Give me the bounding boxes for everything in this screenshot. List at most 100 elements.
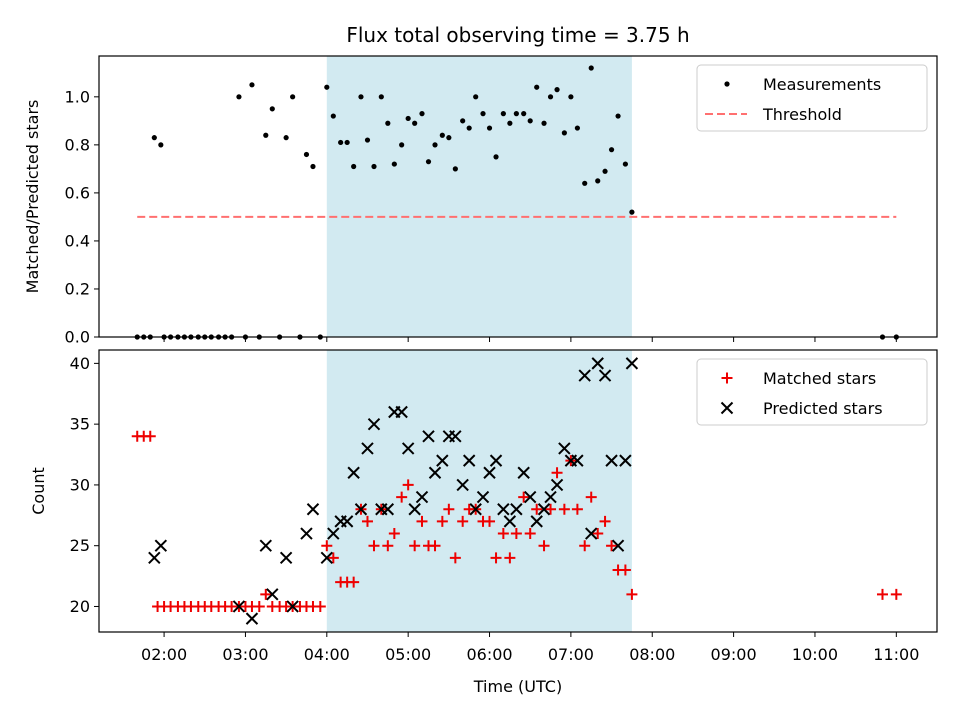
measurements-point xyxy=(405,115,411,122)
predicted-stars-point xyxy=(361,442,374,455)
measurements-point xyxy=(521,111,527,117)
measurements-point xyxy=(151,135,157,141)
matched-stars-point xyxy=(585,491,597,503)
predicted-stars-point xyxy=(611,539,625,552)
measurements-point xyxy=(324,84,330,90)
measurements-point xyxy=(547,94,554,100)
measurements-point xyxy=(622,161,628,167)
measurements-point xyxy=(493,154,499,160)
predicted-stars-point xyxy=(469,503,482,516)
matched-stars-point xyxy=(361,515,373,527)
matched-stars-point xyxy=(510,528,522,540)
matched-stars-point xyxy=(890,588,902,600)
matched-stars-point xyxy=(457,515,469,527)
legend-label: Measurements xyxy=(763,75,881,94)
predicted-stars-point xyxy=(476,490,490,504)
y-axis-label: Count xyxy=(29,467,48,515)
legend-marker xyxy=(720,401,734,415)
measurements-point xyxy=(554,87,560,93)
matched-stars-point xyxy=(504,552,516,564)
matched-stars-point xyxy=(484,515,496,527)
predicted-stars-point xyxy=(354,503,368,516)
predicted-stars-point xyxy=(381,503,395,516)
y-tick-label: 20 xyxy=(70,597,90,616)
predicted-stars-point xyxy=(259,539,272,552)
predicted-stars-point xyxy=(415,490,429,504)
predicted-stars-point xyxy=(395,405,408,419)
measurements-point xyxy=(303,151,310,158)
matched-stars-point xyxy=(606,540,618,552)
ratio-panel: 0.0 0.2 0.4 0.6 0.8 1.0 Matched/Predicted star… xyxy=(23,55,938,347)
matched-stars-point xyxy=(416,515,428,527)
matched-stars-point xyxy=(449,552,461,564)
y-tick-label: 35 xyxy=(70,415,90,434)
measurements-point xyxy=(561,130,567,136)
predicted-stars-point xyxy=(340,515,354,528)
predicted-stars-point xyxy=(148,551,161,565)
matched-stars-point xyxy=(599,515,611,527)
matched-stars-point xyxy=(490,552,502,564)
predicted-stars-point xyxy=(408,503,421,516)
matched-stars-point xyxy=(876,588,888,600)
matched-stars-point xyxy=(558,503,570,515)
measurements-point xyxy=(236,94,242,100)
predicted-stars-point xyxy=(530,515,543,528)
matched-stars-point xyxy=(571,503,583,515)
matched-stars-point xyxy=(619,564,631,576)
observing-span-shade xyxy=(326,56,632,337)
measurements-point xyxy=(269,106,275,112)
predicted-stars-point xyxy=(625,357,639,370)
matched-stars-point xyxy=(497,528,509,540)
matched-stars-point xyxy=(314,600,326,612)
measurements-point xyxy=(263,132,269,138)
predicted-stars-point xyxy=(544,490,557,504)
measurements-point xyxy=(527,118,533,124)
legend-label: Predicted stars xyxy=(763,399,883,418)
chart-title: Flux total observing time = 3.75 h xyxy=(346,23,689,47)
measurements-point xyxy=(330,113,336,119)
matched-stars-point xyxy=(436,515,448,527)
matched-stars-point xyxy=(144,430,156,442)
matched-stars-point xyxy=(260,588,272,600)
predicted-stars-point xyxy=(598,369,612,382)
matched-stars-point xyxy=(579,540,591,552)
predicted-stars-point xyxy=(436,454,449,467)
matched-stars-point xyxy=(396,491,408,503)
matched-stars-point xyxy=(253,600,265,612)
predicted-stars-point xyxy=(320,551,334,565)
measurements-point xyxy=(364,137,371,143)
predicted-stars-point xyxy=(279,551,293,565)
measurements-point xyxy=(486,125,493,131)
predicted-stars-point xyxy=(367,417,381,431)
predicted-stars-point xyxy=(571,454,584,467)
count-panel: 20 25 30 35 40 02:00 03:00 04:00 05:00 06:00 07:00… xyxy=(29,349,938,664)
measurements-point xyxy=(500,111,506,117)
matched-stars-point xyxy=(443,503,455,515)
matched-stars-point xyxy=(402,479,414,491)
x-tick-label: 09:00 xyxy=(711,645,757,664)
y-axis-label: Matched/Predicted stars xyxy=(23,100,42,294)
measurements-point xyxy=(507,120,513,126)
predicted-stars-point xyxy=(578,369,591,382)
matched-stars-point xyxy=(321,540,333,552)
x-axis-label: Time (UTC) xyxy=(473,677,562,696)
measurements-point xyxy=(412,120,418,126)
matched-stars-point xyxy=(626,588,638,600)
measurements-point xyxy=(351,163,357,170)
measurements-point xyxy=(452,166,458,172)
x-tick-label: 06:00 xyxy=(466,645,512,664)
y-tick-label: 25 xyxy=(70,536,90,555)
predicted-stars-point xyxy=(245,612,259,625)
legend-marker xyxy=(721,372,733,384)
legend-marker xyxy=(724,81,730,87)
measurements-point xyxy=(385,120,391,126)
predicted-stars-point xyxy=(401,442,415,455)
predicted-stars-point xyxy=(489,454,503,467)
predicted-stars-point xyxy=(306,503,320,516)
measurements-point xyxy=(460,118,466,124)
matched-stars-point xyxy=(531,503,543,515)
matched-stars-point xyxy=(327,552,339,564)
measurements-point xyxy=(425,159,432,165)
y-tick-label: 0.8 xyxy=(65,135,90,154)
